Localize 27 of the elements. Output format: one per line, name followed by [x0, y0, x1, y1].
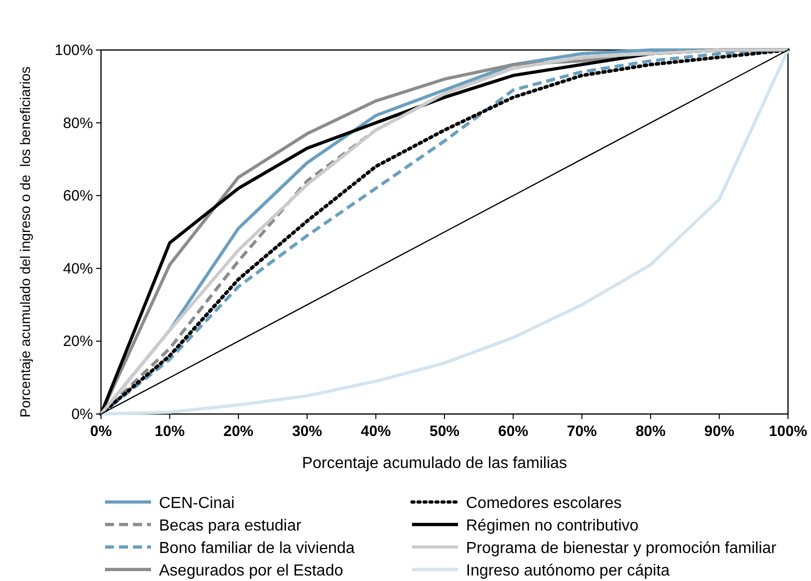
x-tick-label: 30% — [292, 423, 322, 440]
legend-label: Bono familiar de la vivienda — [159, 540, 355, 557]
x-tick-label: 100% — [768, 423, 808, 440]
legend-label: Comedores escolares — [466, 495, 622, 512]
x-axis-title: Porcentaje acumulado de las familias — [302, 455, 568, 472]
legend-label: CEN-Cinai — [159, 495, 235, 512]
x-tick-label: 90% — [704, 423, 734, 440]
y-tick-label: 40% — [62, 260, 93, 278]
y-axis-title: Porcentaje acumulado del ingreso o de los beneficiarios — [17, 66, 33, 418]
legend-label: Asegurados por el Estado — [159, 562, 344, 580]
legend-label: Ingreso autónomo per cápita — [466, 562, 670, 580]
x-tick-label: 40% — [360, 423, 391, 440]
x-tick-label: 80% — [636, 423, 666, 440]
legend-label: Programa de bienestar y promoción familiar — [466, 540, 778, 557]
x-tick-label: 10% — [154, 423, 185, 440]
legend-label: Becas para estudiar — [159, 518, 302, 534]
y-tick-label: 100% — [54, 42, 93, 59]
x-tick-label: 50% — [429, 423, 460, 440]
x-tick-label: 60% — [498, 423, 528, 440]
y-tick-label: 20% — [62, 333, 93, 350]
x-tick-label: 0% — [90, 423, 112, 440]
legend-label: Régimen no contributivo — [466, 518, 639, 534]
y-tick-label: 0% — [71, 406, 93, 423]
x-tick-label: 20% — [223, 423, 254, 440]
y-tick-label: 60% — [62, 188, 93, 205]
x-tick-label: 70% — [566, 423, 597, 440]
y-tick-label: 80% — [62, 114, 93, 132]
